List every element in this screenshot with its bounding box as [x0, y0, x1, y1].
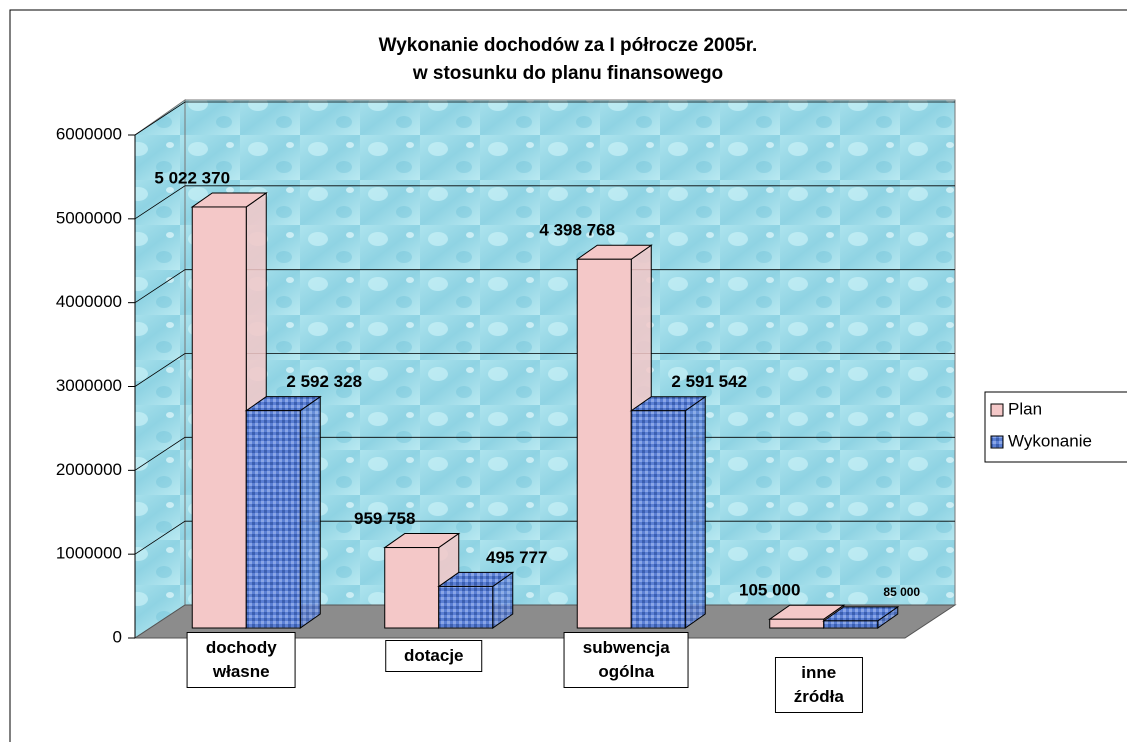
y-tick-label: 2000000 — [56, 460, 122, 479]
y-tick-label: 0 — [113, 627, 122, 646]
value-label: 4 398 768 — [539, 221, 615, 240]
chart-title: w stosunku do planu finansowego — [412, 63, 723, 84]
bar — [438, 585, 494, 629]
grid-line — [134, 185, 955, 220]
legend-label: Plan — [1008, 399, 1042, 418]
chart-frame — [9, 9, 1127, 742]
category-label: inne źródła — [774, 657, 863, 713]
bar — [191, 206, 247, 629]
legend-swatch — [990, 403, 1004, 417]
bar-side — [299, 395, 321, 629]
legend — [984, 391, 1127, 463]
value-label: 5 022 370 — [154, 168, 230, 187]
bar — [823, 620, 879, 629]
value-label: 2 591 542 — [671, 372, 747, 391]
grid-line — [134, 101, 955, 136]
value-label: 495 777 — [486, 548, 547, 567]
category-label: subwencja ogólna — [563, 632, 689, 688]
chart-title: Wykonanie dochodów za I półrocze 2005r. — [379, 35, 758, 56]
value-label: 85 000 — [883, 585, 920, 599]
value-label: 959 758 — [354, 509, 415, 528]
y-tick-label: 1000000 — [56, 544, 122, 563]
y-tick-label: 3000000 — [56, 376, 122, 395]
bar — [630, 410, 686, 629]
grid-line — [134, 353, 955, 387]
bar — [769, 618, 825, 629]
bar-side — [684, 395, 706, 629]
y-tick-label: 6000000 — [56, 124, 122, 143]
value-label: 105 000 — [739, 581, 800, 600]
bar — [245, 410, 301, 629]
category-label: dotacje — [384, 640, 483, 672]
y-tick-label: 5000000 — [56, 208, 122, 227]
value-label: 2 592 328 — [286, 372, 362, 391]
legend-label: Wykonanie — [1008, 431, 1092, 450]
legend-swatch — [990, 435, 1004, 449]
bar — [576, 258, 632, 629]
grid-line — [134, 269, 955, 304]
y-tick-label: 4000000 — [56, 292, 122, 311]
category-label: dochody własne — [186, 632, 296, 688]
bar — [384, 547, 440, 629]
